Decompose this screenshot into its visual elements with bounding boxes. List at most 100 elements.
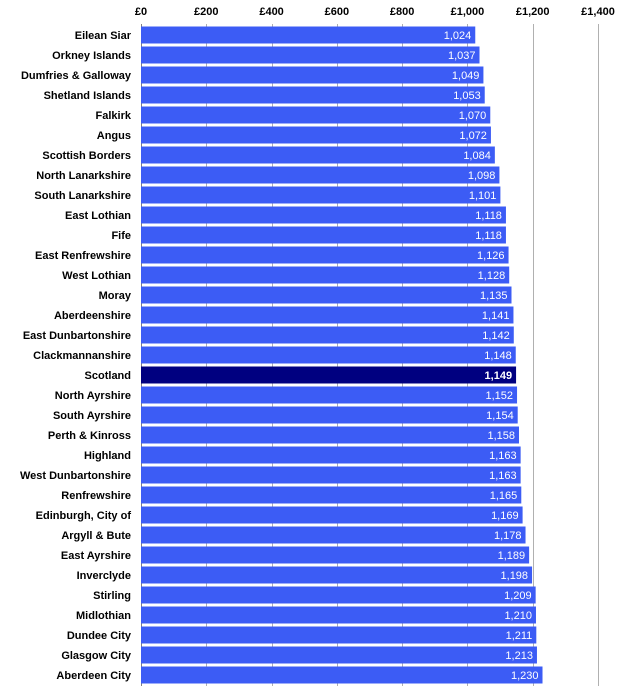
value-label: 1,053 bbox=[453, 90, 481, 102]
bar bbox=[141, 466, 521, 484]
bar bbox=[141, 546, 530, 564]
category-label: Stirling bbox=[93, 590, 131, 602]
x-tick-label: £800 bbox=[390, 6, 414, 18]
category-label: East Dunbartonshire bbox=[23, 330, 131, 342]
value-label: 1,165 bbox=[490, 490, 518, 502]
category-label: West Lothian bbox=[62, 270, 131, 282]
value-label: 1,163 bbox=[489, 450, 517, 462]
bar bbox=[141, 426, 520, 444]
bar bbox=[141, 266, 510, 284]
category-label: North Lanarkshire bbox=[36, 170, 131, 182]
x-tick-label: £1,000 bbox=[451, 6, 485, 18]
value-label: 1,072 bbox=[459, 130, 487, 142]
bar bbox=[141, 206, 506, 224]
bar bbox=[141, 406, 518, 424]
value-label: 1,118 bbox=[475, 230, 502, 242]
value-label: 1,098 bbox=[468, 170, 496, 182]
bar bbox=[141, 666, 543, 684]
category-label: East Ayrshire bbox=[61, 550, 131, 562]
value-label: 1,198 bbox=[501, 570, 529, 582]
category-label: Inverclyde bbox=[77, 570, 131, 582]
x-tick-label: £600 bbox=[325, 6, 349, 18]
category-label: Argyll & Bute bbox=[61, 530, 131, 542]
value-label: 1,230 bbox=[511, 670, 539, 682]
value-label: 1,169 bbox=[491, 510, 519, 522]
x-tick-label: £1,400 bbox=[581, 6, 615, 18]
category-label: East Lothian bbox=[65, 210, 131, 222]
bar bbox=[141, 606, 536, 624]
value-label: 1,037 bbox=[448, 50, 476, 62]
bar bbox=[141, 26, 476, 44]
category-label: Shetland Islands bbox=[44, 90, 131, 102]
x-axis-ticks: £0 £200 £400 £600 £800 £1,000 £1,200 £1,400 bbox=[135, 6, 615, 18]
value-label: 1,049 bbox=[452, 70, 480, 82]
value-labels: 1,024 1,037 1,049 1,053 1,070 1,072 1,084 1,098… bbox=[444, 30, 539, 682]
value-label: 1,213 bbox=[505, 650, 533, 662]
bar bbox=[141, 306, 514, 324]
value-label: 1,118 bbox=[475, 210, 502, 222]
value-label: 1,128 bbox=[478, 270, 506, 282]
value-label: 1,148 bbox=[484, 350, 512, 362]
value-label: 1,211 bbox=[506, 630, 533, 642]
category-label: Eilean Siar bbox=[75, 30, 132, 42]
bar bbox=[141, 526, 526, 544]
value-label: 1,210 bbox=[504, 610, 532, 622]
category-labels: Eilean Siar Orkney Islands Dumfries & Gall… bbox=[20, 30, 132, 682]
category-label: Aberdeen City bbox=[56, 670, 131, 682]
bar bbox=[141, 286, 512, 304]
value-label: 1,084 bbox=[463, 150, 491, 162]
value-label: 1,142 bbox=[482, 330, 510, 342]
category-label: West Dunbartonshire bbox=[20, 470, 131, 482]
category-label: Scottish Borders bbox=[42, 150, 131, 162]
bar bbox=[141, 86, 485, 104]
category-label: Aberdeenshire bbox=[54, 310, 131, 322]
category-label: South Lanarkshire bbox=[34, 190, 131, 202]
category-label: Angus bbox=[97, 130, 131, 142]
value-label: 1,101 bbox=[469, 190, 497, 202]
bar bbox=[141, 326, 514, 344]
category-label: Glasgow City bbox=[61, 650, 132, 662]
value-label: 1,158 bbox=[487, 430, 515, 442]
bar bbox=[141, 386, 518, 404]
bar bbox=[141, 346, 516, 364]
x-tick-label: £0 bbox=[135, 6, 147, 18]
bar bbox=[141, 66, 484, 84]
value-label: 1,070 bbox=[459, 110, 487, 122]
category-label: Renfrewshire bbox=[61, 490, 131, 502]
value-label: 1,126 bbox=[477, 250, 505, 262]
category-label: Moray bbox=[99, 290, 132, 302]
bar bbox=[141, 626, 537, 644]
category-label: Midlothian bbox=[76, 610, 131, 622]
value-label: 1,149 bbox=[485, 370, 513, 382]
category-label: East Renfrewshire bbox=[35, 250, 131, 262]
bar bbox=[141, 126, 491, 144]
value-label: 1,152 bbox=[486, 390, 514, 402]
bar bbox=[141, 446, 521, 464]
x-tick-label: £200 bbox=[194, 6, 218, 18]
value-label: 1,163 bbox=[489, 470, 517, 482]
bars bbox=[141, 26, 543, 684]
value-label: 1,178 bbox=[494, 530, 522, 542]
bar bbox=[141, 586, 536, 604]
category-label: Dundee City bbox=[67, 630, 132, 642]
category-label: Highland bbox=[84, 450, 131, 462]
bar bbox=[141, 106, 491, 124]
value-label: 1,189 bbox=[498, 550, 526, 562]
category-label: Perth & Kinross bbox=[48, 430, 131, 442]
bar bbox=[141, 226, 506, 244]
bar bbox=[141, 186, 501, 204]
value-label: 1,135 bbox=[480, 290, 508, 302]
category-label: Fife bbox=[111, 230, 131, 242]
category-label: South Ayrshire bbox=[53, 410, 131, 422]
x-tick-label: £1,200 bbox=[516, 6, 550, 18]
category-label: North Ayrshire bbox=[55, 390, 131, 402]
category-label: Clackmannanshire bbox=[33, 350, 131, 362]
bar bbox=[141, 246, 509, 264]
category-label: Falkirk bbox=[96, 110, 132, 122]
bar bbox=[141, 566, 533, 584]
category-label: Orkney Islands bbox=[52, 50, 131, 62]
value-label: 1,141 bbox=[482, 310, 510, 322]
bar bbox=[141, 166, 500, 184]
value-label: 1,024 bbox=[444, 30, 472, 42]
